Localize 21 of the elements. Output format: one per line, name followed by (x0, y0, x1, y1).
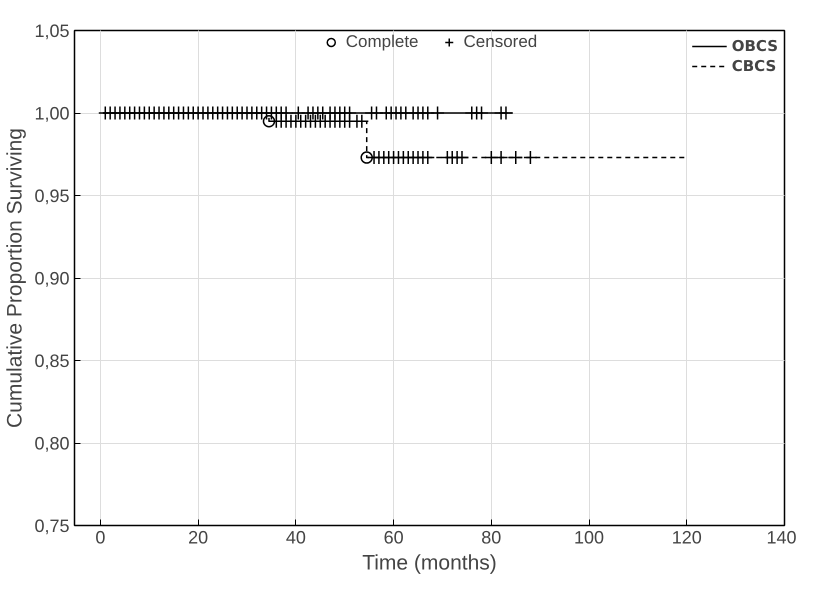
y-tick-label: 1,05 (34, 21, 70, 41)
y-tick-label: 0,85 (34, 351, 70, 371)
y-tick-label: 0,90 (34, 268, 70, 288)
x-tick-label: 140 (766, 528, 797, 548)
y-tick-label: 0,75 (34, 516, 70, 536)
legend-label: Censored (464, 32, 538, 52)
legend-label: OBCS (732, 37, 778, 55)
x-axis-title: Time (months) (362, 552, 497, 574)
x-tick-label: 60 (384, 528, 404, 548)
x-tick-label: 80 (481, 528, 502, 548)
y-tick-label: 1,00 (34, 104, 70, 124)
y-axis-title: Cumulative Proportion Surviving (3, 128, 26, 428)
x-tick-label: 40 (286, 528, 306, 548)
x-tick-label: 100 (574, 528, 604, 548)
x-tick-label: 20 (188, 528, 208, 548)
x-tick-label: 120 (672, 528, 702, 548)
legend-label: CBCS (732, 57, 776, 75)
legend-label: Complete (346, 32, 419, 52)
y-tick-label: 0,80 (34, 434, 70, 454)
x-tick-label: 0 (95, 528, 106, 548)
y-tick-label: 0,95 (34, 186, 70, 206)
